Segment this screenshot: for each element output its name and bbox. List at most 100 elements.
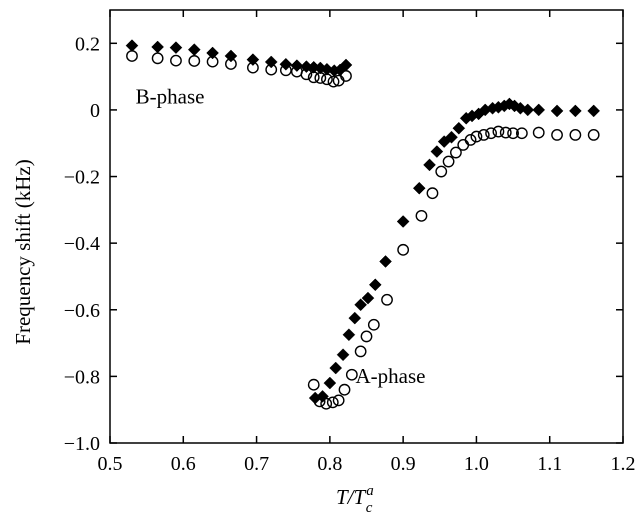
diamond-marker xyxy=(368,278,382,292)
diamond-marker xyxy=(396,215,410,228)
circle-marker xyxy=(188,55,201,67)
x-tick-label: 0.5 xyxy=(98,453,123,475)
diamond-marker xyxy=(379,255,392,268)
circle-marker xyxy=(247,61,259,74)
circle-marker xyxy=(345,368,358,381)
diamond-marker xyxy=(342,328,356,342)
circle-marker xyxy=(499,126,512,139)
circle-marker xyxy=(332,394,345,407)
circle-marker xyxy=(442,155,455,168)
y-tick-label: −0.6 xyxy=(64,300,100,322)
circle-marker xyxy=(338,383,351,396)
circle-marker xyxy=(470,130,483,143)
diamond-marker xyxy=(336,348,350,362)
circle-marker xyxy=(313,395,326,408)
circle-marker xyxy=(450,146,462,159)
diamond-marker xyxy=(445,130,458,144)
diamond-marker xyxy=(125,39,139,52)
circle-marker xyxy=(415,209,428,222)
circle-marker xyxy=(587,129,600,141)
circle-marker xyxy=(265,63,278,76)
diamond-marker xyxy=(587,104,601,118)
diamond-marker xyxy=(361,291,375,305)
circle-marker xyxy=(464,133,477,146)
circle-marker xyxy=(367,318,380,331)
circle-marker xyxy=(206,55,219,68)
y-tick-label: 0.2 xyxy=(75,33,100,55)
a-phase-label: A-phase xyxy=(356,364,426,388)
y-tick-label: 0 xyxy=(90,100,100,122)
circle-marker xyxy=(485,127,497,140)
y-tick-label: −0.4 xyxy=(64,233,100,255)
circle-marker xyxy=(381,293,393,306)
x-axis-label: T/Ta c xyxy=(336,483,374,516)
circle-marker xyxy=(151,52,164,65)
diamond-marker xyxy=(279,57,293,71)
circle-marker xyxy=(551,129,563,141)
diamond-marker xyxy=(290,59,304,72)
plot-frame xyxy=(109,9,624,444)
b-phase-label: B-phase xyxy=(136,84,205,108)
chart-annotations: B-phase A-phase xyxy=(136,84,426,388)
y-tick-label: −0.2 xyxy=(64,167,100,189)
x-axis-label-main: T/T xyxy=(336,485,367,509)
x-axis-label-sub: c xyxy=(366,500,373,516)
circle-marker xyxy=(327,75,340,88)
x-tick-label: 1.0 xyxy=(464,453,489,475)
diamond-marker xyxy=(206,46,219,60)
diamond-marker xyxy=(569,104,582,118)
circle-marker xyxy=(569,129,582,141)
circle-marker xyxy=(307,378,320,391)
circle-marker xyxy=(492,125,505,138)
diamond-marker xyxy=(329,361,343,375)
x-tick-label: 0.7 xyxy=(244,453,269,475)
diamond-marker xyxy=(430,145,444,158)
diamond-marker xyxy=(550,104,564,118)
diamond-marker xyxy=(452,121,466,135)
diamond-marker xyxy=(521,103,535,117)
plot-axes xyxy=(109,9,624,444)
x-tick-label: 1.2 xyxy=(611,453,636,475)
circle-marker xyxy=(507,127,519,140)
diamond-marker xyxy=(151,40,164,54)
circle-marker xyxy=(426,187,439,200)
axis-tick-labels: 0.5 0.6 0.7 0.8 0.9 1.0 1.1 1.2 0.2 0 −0.2 −0.4 −0.6… xyxy=(64,33,636,475)
diamond-marker xyxy=(348,311,362,325)
diamond-marker xyxy=(354,298,367,312)
diamond-marker xyxy=(412,181,426,195)
x-tick-label: 0.9 xyxy=(391,453,416,475)
circle-marker xyxy=(225,58,237,70)
x-tick-label: 0.6 xyxy=(171,453,196,475)
y-axis-label: Frequency shift (kHz) xyxy=(11,159,35,344)
x-tick-label: 0.8 xyxy=(317,453,342,475)
circle-marker xyxy=(126,50,138,62)
x-axis-label-sup: a xyxy=(366,483,374,499)
diamond-marker xyxy=(532,103,546,117)
circle-marker xyxy=(279,64,292,77)
circle-marker xyxy=(326,396,339,409)
circle-marker xyxy=(321,73,333,86)
circle-marker xyxy=(340,70,352,82)
circle-marker xyxy=(354,345,367,358)
axis-ticks xyxy=(109,10,624,444)
y-tick-label: −1.0 xyxy=(64,433,100,455)
diamond-marker xyxy=(187,43,201,56)
circle-marker xyxy=(397,243,410,256)
circle-marker xyxy=(314,72,327,84)
x-tick-label: 1.1 xyxy=(537,453,562,475)
diamond-marker xyxy=(323,376,337,390)
circle-marker xyxy=(477,129,490,141)
y-tick-label: −0.8 xyxy=(64,366,100,388)
circle-marker xyxy=(170,54,182,67)
series-open-circles xyxy=(126,50,600,410)
circle-marker xyxy=(360,330,373,343)
circle-marker xyxy=(435,165,448,178)
circle-marker xyxy=(320,397,333,410)
circle-marker xyxy=(307,71,320,84)
circle-marker xyxy=(532,126,545,139)
circle-marker xyxy=(515,127,528,140)
diamond-marker xyxy=(169,41,183,54)
circle-marker xyxy=(300,68,313,81)
diamond-marker xyxy=(423,158,436,172)
